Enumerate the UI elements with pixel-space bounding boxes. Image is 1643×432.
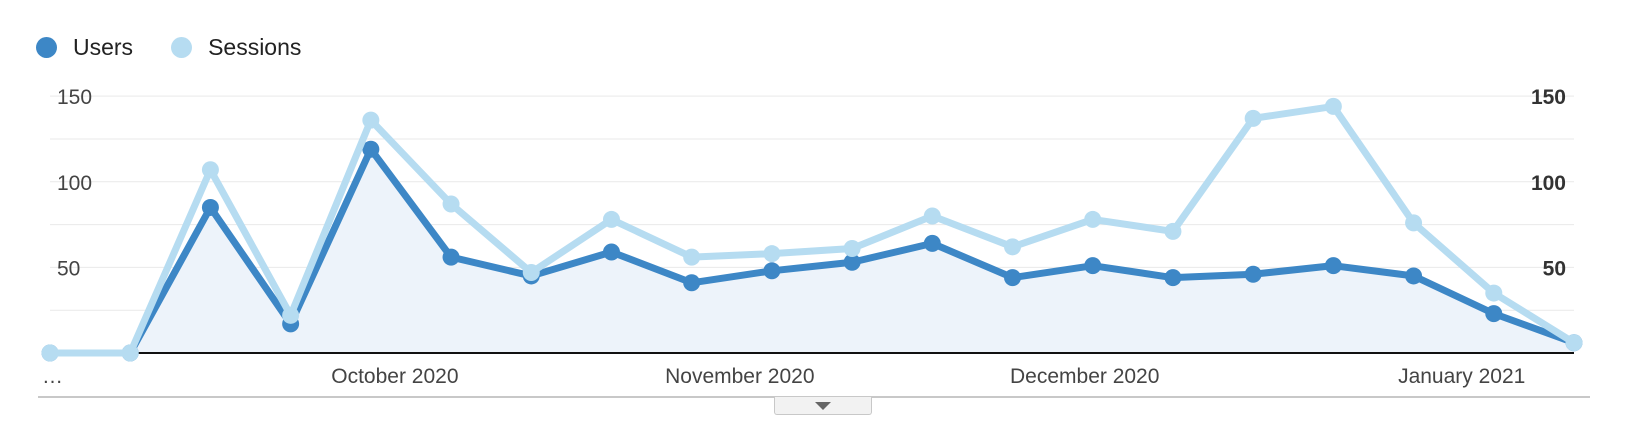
y-tick-label-left: 50	[57, 257, 80, 280]
sessions-point[interactable]	[1565, 334, 1583, 352]
users-area-fill	[50, 149, 1574, 353]
chevron-down-icon	[815, 401, 831, 410]
sessions-point[interactable]	[282, 306, 300, 324]
expand-chart-button[interactable]	[774, 397, 872, 415]
users-point[interactable]	[1004, 269, 1022, 287]
users-point[interactable]	[602, 243, 620, 261]
x-tick-label: January 2021	[1398, 365, 1525, 388]
legend-label-sessions: Sessions	[208, 33, 302, 60]
y-tick-label-right: 150	[1531, 86, 1566, 109]
users-point[interactable]	[843, 253, 861, 271]
legend-label-users: Users	[73, 33, 134, 60]
users-point[interactable]	[1084, 257, 1102, 275]
users-point[interactable]	[442, 248, 460, 266]
sessions-line	[46, 102, 1578, 357]
sessions-point[interactable]	[1164, 222, 1182, 240]
users-point[interactable]	[1405, 267, 1423, 285]
chart-legend: Users Sessions	[36, 30, 301, 64]
sessions-point[interactable]	[201, 161, 219, 179]
users-point[interactable]	[201, 198, 219, 216]
x-tick-label: November 2020	[665, 365, 814, 388]
y-tick-label-left: 100	[57, 172, 92, 195]
users-point[interactable]	[1485, 305, 1503, 323]
users-point[interactable]	[763, 262, 781, 280]
y-tick-label-right: 100	[1531, 172, 1566, 195]
sessions-point[interactable]	[923, 207, 941, 225]
sessions-point[interactable]	[602, 210, 620, 228]
y-tick-label-right: 50	[1543, 257, 1566, 280]
users-point[interactable]	[923, 234, 941, 252]
users-point[interactable]	[1324, 257, 1342, 275]
legend-item-sessions[interactable]: Sessions	[171, 34, 301, 61]
sessions-point[interactable]	[1405, 214, 1423, 232]
users-line	[46, 145, 1578, 357]
x-tick-label: December 2020	[1010, 365, 1159, 388]
sessions-point[interactable]	[843, 240, 861, 258]
sessions-point[interactable]	[1244, 109, 1262, 127]
sessions-point[interactable]	[522, 264, 540, 282]
x-tick-label: October 2020	[331, 365, 458, 388]
sessions-point[interactable]	[362, 111, 380, 129]
sessions-point[interactable]	[1004, 238, 1022, 256]
sessions-point[interactable]	[1324, 97, 1342, 115]
users-point[interactable]	[683, 274, 701, 292]
sessions-legend-dot-icon	[171, 36, 193, 58]
sessions-point[interactable]	[763, 245, 781, 263]
users-legend-dot-icon	[36, 36, 57, 58]
y-tick-label-left: 150	[57, 86, 92, 109]
sessions-point[interactable]	[1084, 210, 1102, 228]
legend-item-users[interactable]: Users	[36, 34, 133, 61]
sessions-point[interactable]	[1485, 284, 1503, 302]
sessions-point[interactable]	[121, 344, 139, 362]
sessions-point[interactable]	[442, 195, 460, 213]
x-tick-label: …	[42, 365, 63, 388]
line-chart: 150 100 50 150 100 50 … October 2020 November 20…	[41, 86, 1583, 388]
users-point[interactable]	[362, 140, 380, 158]
sessions-point[interactable]	[41, 344, 59, 362]
users-point[interactable]	[1244, 265, 1262, 283]
users-point[interactable]	[1164, 269, 1182, 287]
sessions-point[interactable]	[683, 248, 701, 266]
